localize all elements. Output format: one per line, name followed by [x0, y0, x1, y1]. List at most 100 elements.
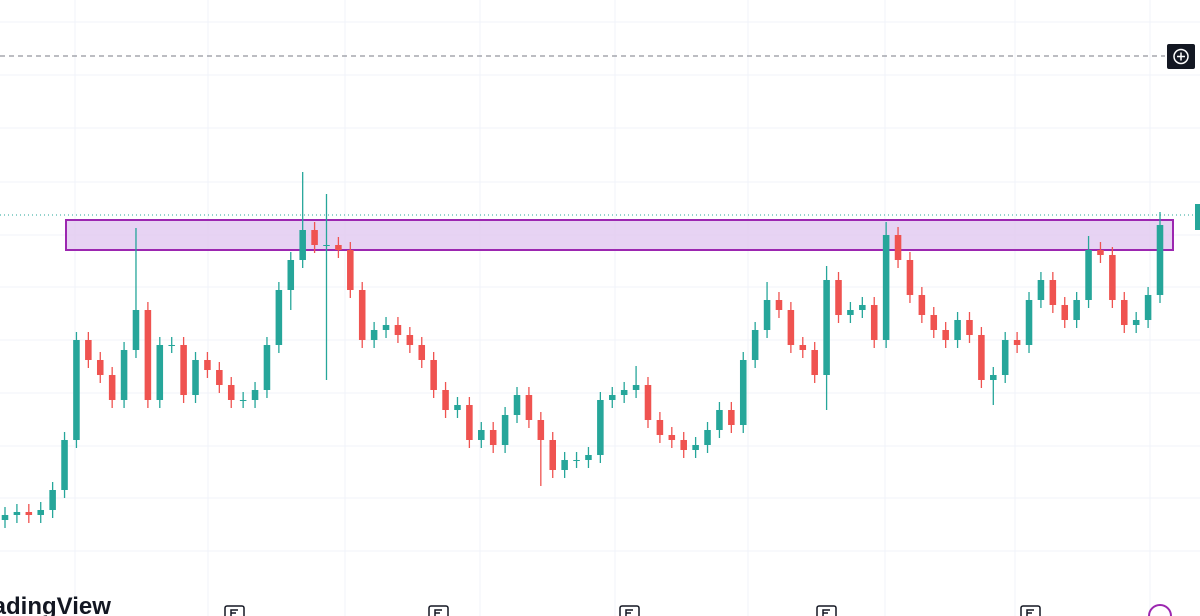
- candle-body: [347, 250, 354, 290]
- candle-body: [1025, 300, 1033, 345]
- candle-body: [549, 440, 557, 470]
- candle-body: [990, 375, 997, 380]
- candle-body: [85, 340, 92, 360]
- candle-body: [930, 315, 938, 330]
- candle-body: [108, 375, 116, 400]
- candles: [1, 172, 1164, 528]
- candle-body: [954, 320, 961, 340]
- candle-body: [61, 440, 68, 490]
- candle-body: [680, 440, 687, 450]
- candle-body: [882, 235, 890, 340]
- candle-body: [442, 390, 449, 410]
- candle-body: [894, 235, 902, 260]
- candle-body: [739, 360, 747, 425]
- candle-body: [525, 395, 533, 420]
- candle-body: [192, 360, 199, 395]
- candle-body: [561, 460, 568, 470]
- candle-body: [180, 345, 187, 395]
- candle-body: [847, 310, 854, 315]
- candle-body: [204, 360, 211, 370]
- candle-body: [966, 320, 973, 335]
- resistance-zone: [65, 219, 1174, 251]
- candle-body: [96, 360, 104, 375]
- candle-body: [227, 385, 235, 400]
- candle-body: [1132, 320, 1140, 325]
- replay-icon[interactable]: [1148, 604, 1172, 616]
- candle-body: [1049, 280, 1057, 305]
- candle-body: [1085, 250, 1092, 300]
- candle-body: [370, 330, 378, 340]
- candle-body: [311, 230, 318, 245]
- candle-body: [1144, 295, 1152, 320]
- candle-body: [573, 460, 580, 461]
- candle-body: [323, 245, 330, 246]
- candle-body: [120, 350, 128, 400]
- candle-body: [632, 385, 640, 390]
- candle-body: [870, 305, 878, 340]
- candle-body: [692, 445, 699, 450]
- candle-body: [1013, 340, 1021, 345]
- candle-body: [787, 310, 795, 345]
- candle-body: [513, 395, 521, 415]
- candle-body: [299, 230, 306, 260]
- candle-body: [751, 330, 759, 360]
- candle-body: [406, 335, 414, 345]
- candle-body: [620, 390, 628, 395]
- candle-body: [263, 345, 271, 390]
- candle-body: [13, 512, 21, 515]
- candle-body: [1109, 255, 1116, 300]
- candle-body: [49, 490, 56, 510]
- candle-body: [466, 405, 473, 440]
- candle-body: [918, 295, 926, 315]
- candle-body: [394, 325, 402, 335]
- candle-body: [454, 405, 461, 410]
- candle-body: [775, 300, 783, 310]
- candle-body: [216, 370, 223, 385]
- candle-body: [716, 410, 723, 430]
- candle-body: [1, 515, 9, 520]
- candle-body: [275, 290, 283, 345]
- candle-body: [859, 305, 866, 310]
- candle-body: [37, 510, 44, 515]
- candle-body: [73, 340, 80, 440]
- candle-body: [335, 245, 342, 250]
- candle-body: [358, 290, 366, 340]
- candle-body: [156, 345, 164, 400]
- candle-body: [942, 330, 949, 340]
- candle-body: [132, 310, 140, 350]
- candle-body: [608, 395, 616, 400]
- candle-body: [251, 390, 259, 400]
- candle-body: [835, 280, 842, 315]
- candle-body: [811, 350, 818, 375]
- candle-body: [418, 345, 426, 360]
- candle-body: [597, 400, 604, 455]
- candle-body: [1037, 280, 1045, 300]
- candle-body: [478, 430, 485, 440]
- candle-body: [1097, 250, 1104, 255]
- candle-body: [906, 260, 914, 295]
- candle-body: [1073, 300, 1080, 320]
- candle-body: [1121, 300, 1128, 325]
- candle-body: [537, 420, 545, 440]
- candle-body: [799, 345, 807, 350]
- candle-body: [1061, 305, 1069, 320]
- candle-body: [239, 400, 247, 401]
- watermark: TradingView: [0, 593, 111, 616]
- candle-body: [644, 385, 652, 420]
- candle-body: [168, 345, 175, 346]
- event-icons: [224, 605, 1041, 616]
- candle-body: [1156, 225, 1164, 295]
- candle-body: [430, 360, 437, 390]
- candle-body: [668, 435, 676, 440]
- candle-body: [823, 280, 830, 375]
- candle-body: [489, 430, 497, 445]
- price-marker: [1195, 204, 1200, 230]
- candle-body: [656, 420, 664, 435]
- candle-body: [25, 512, 33, 515]
- add-button[interactable]: [1167, 44, 1195, 69]
- candle-body: [287, 260, 295, 290]
- candle-body: [501, 415, 509, 445]
- candle-body: [144, 310, 152, 400]
